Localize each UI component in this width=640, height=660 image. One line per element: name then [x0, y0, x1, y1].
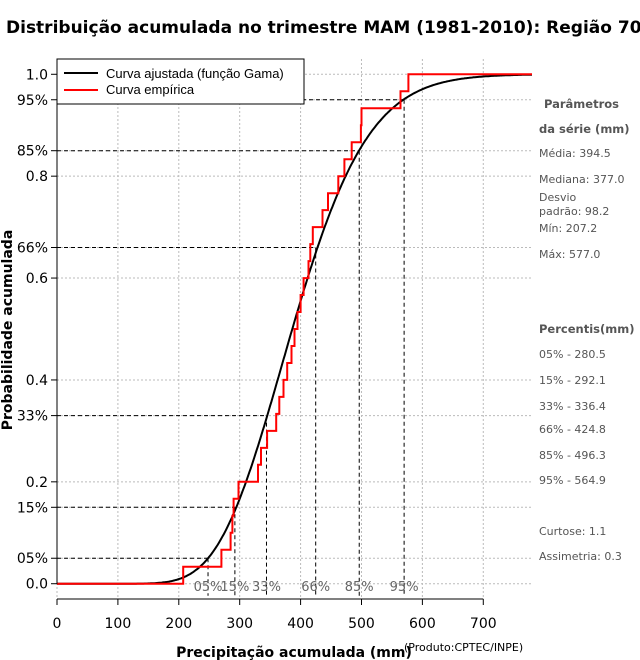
chart-title: Distribuição acumulada no trimestre MAM … — [6, 18, 640, 38]
param-min: Mín: 207.2 — [539, 222, 598, 235]
param-desvio-1: Desvio — [539, 191, 577, 204]
x-tick-label: 300 — [226, 616, 253, 632]
percentil-95: 95% - 564.9 — [539, 474, 606, 487]
percentile-label: 66% — [301, 580, 330, 595]
percentil-33: 33% - 336.4 — [539, 400, 606, 413]
percentil-66: 66% - 424.8 — [539, 423, 606, 436]
y-axis-title: Probabilidade acumulada — [0, 230, 16, 431]
y-tick-label: 33% — [17, 409, 48, 425]
percentile-label: 95% — [390, 580, 419, 595]
y-tick-label: 0.6 — [26, 271, 48, 287]
axes: 0 100 200 300 400 500 600 7000.005%15%0.233%0.4… — [17, 67, 497, 632]
y-tick-label: 0.2 — [26, 475, 48, 491]
legend-label-empirical: Curva empírica — [106, 82, 195, 97]
stat-assimetria: Assimetria: 0.3 — [539, 550, 622, 563]
curves — [56, 73, 533, 585]
y-tick-label: 95% — [17, 93, 48, 109]
y-tick-label: 0.8 — [26, 169, 48, 185]
param-desvio-2: padrão: 98.2 — [539, 205, 610, 218]
product-credit: (Produto:CPTEC/INPE) — [404, 641, 524, 654]
percentile-guides: 05%15% 33% 66% 85% 95% — [57, 99, 419, 596]
y-tick-label: 0.0 — [26, 577, 48, 593]
percentil-85: 85% - 496.3 — [539, 449, 606, 462]
y-tick-label: 85% — [17, 144, 48, 160]
legend-label-gamma: Curva ajustada (função Gama) — [106, 66, 284, 81]
x-tick-label: 200 — [165, 616, 192, 632]
percentis-heading: Percentis(mm) — [539, 322, 635, 336]
y-tick-label: 0.4 — [26, 373, 48, 389]
x-tick-label: 700 — [470, 616, 497, 632]
y-tick-label: 05% — [17, 551, 48, 567]
params-heading-2: da série (mm) — [539, 122, 630, 136]
x-tick-label: 0 — [53, 616, 62, 632]
legend: Curva ajustada (função Gama) Curva empír… — [56, 58, 305, 105]
x-axis-title: Precipitação acumulada (mm) — [176, 645, 412, 660]
params-heading-1: Parâmetros — [544, 97, 620, 111]
stat-curtose: Curtose: 1.1 — [539, 525, 607, 538]
percentile-label: 15% — [220, 580, 249, 595]
percentile-label: 05% — [194, 580, 223, 595]
legend-box — [56, 58, 305, 105]
param-max: Máx: 577.0 — [539, 248, 601, 261]
param-mediana: Mediana: 377.0 — [539, 173, 625, 186]
percentile-label: 85% — [345, 580, 374, 595]
x-tick-label: 500 — [348, 616, 375, 632]
percentile-label: 33% — [252, 580, 281, 595]
x-tick-label: 600 — [409, 616, 436, 632]
x-tick-label: 100 — [105, 616, 132, 632]
x-tick-label: 400 — [287, 616, 314, 632]
y-tick-label: 66% — [17, 240, 48, 256]
param-media: Média: 394.5 — [539, 147, 611, 160]
y-tick-label: 15% — [17, 500, 48, 516]
percentil-15: 15% - 292.1 — [539, 374, 606, 387]
y-tick-label: 1.0 — [26, 67, 48, 83]
percentil-05: 05% - 280.5 — [539, 348, 606, 361]
empirical-curve — [56, 73, 533, 585]
